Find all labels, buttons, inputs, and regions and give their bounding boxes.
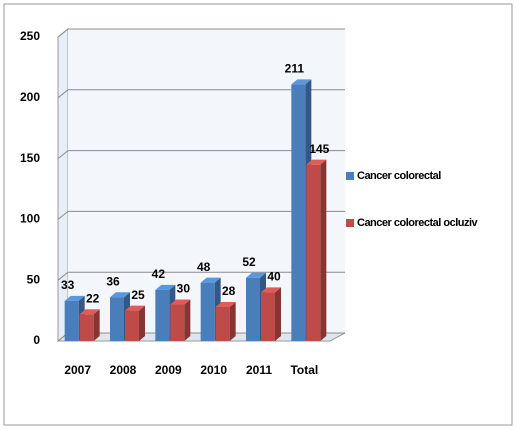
bar-top bbox=[306, 159, 327, 165]
data-label: 48 bbox=[197, 260, 211, 274]
legend-marker bbox=[346, 172, 354, 180]
grid-line bbox=[57, 150, 345, 159]
y-tick-label: 150 bbox=[20, 151, 40, 165]
bar-front bbox=[79, 314, 94, 341]
bar bbox=[215, 301, 236, 341]
back-wall bbox=[68, 29, 345, 333]
bar-front bbox=[170, 304, 185, 341]
bar-front bbox=[306, 164, 321, 341]
bar-top bbox=[291, 79, 312, 85]
bar-top bbox=[79, 309, 100, 315]
bar-top bbox=[155, 284, 176, 290]
bar-top bbox=[170, 299, 191, 305]
bar-side bbox=[320, 159, 327, 341]
data-label: 36 bbox=[106, 274, 120, 288]
bar-top bbox=[215, 301, 236, 307]
x-tick-label: 2011 bbox=[246, 363, 272, 377]
bar-front bbox=[200, 282, 215, 341]
bar-top bbox=[246, 272, 266, 278]
bar bbox=[170, 299, 191, 341]
x-tick-label: 2007 bbox=[64, 363, 91, 377]
x-tick-label: 2010 bbox=[200, 363, 227, 377]
bar-top bbox=[200, 277, 221, 283]
bar bbox=[79, 309, 100, 341]
grid-line bbox=[57, 28, 345, 38]
bar-front bbox=[155, 289, 170, 341]
data-label: 52 bbox=[242, 255, 256, 269]
side-wall bbox=[57, 27, 69, 343]
grid-line bbox=[57, 271, 345, 281]
data-label: 40 bbox=[267, 270, 281, 284]
bar-top bbox=[261, 287, 281, 293]
bar-top bbox=[125, 305, 145, 311]
bar-front bbox=[64, 300, 79, 341]
bar-side bbox=[275, 287, 281, 341]
y-tick-label: 100 bbox=[20, 212, 40, 226]
x-tick-label: Total bbox=[290, 363, 318, 377]
bar bbox=[261, 287, 281, 341]
data-label: 42 bbox=[152, 267, 166, 281]
data-label: 25 bbox=[131, 288, 145, 302]
bar-side bbox=[184, 299, 191, 341]
bar-front bbox=[215, 306, 230, 341]
bar bbox=[125, 305, 145, 341]
data-label: 22 bbox=[86, 291, 100, 305]
bar-side bbox=[139, 305, 145, 341]
x-tick-label: 2009 bbox=[155, 363, 182, 377]
bar-front bbox=[261, 292, 275, 341]
y-tick-label: 0 bbox=[33, 333, 40, 347]
bar-top bbox=[110, 292, 130, 298]
bar-front bbox=[110, 297, 124, 341]
grid-line bbox=[57, 89, 345, 99]
bar-top bbox=[64, 295, 85, 301]
bar-front bbox=[291, 84, 306, 341]
legend-label: Cancer colorectal ocluziv bbox=[357, 217, 479, 229]
data-label: 30 bbox=[177, 282, 191, 296]
legend-label: Cancer colorectal bbox=[357, 170, 441, 182]
x-tick-label: 2008 bbox=[110, 363, 137, 377]
grid-line bbox=[57, 210, 345, 220]
bar-side bbox=[93, 309, 100, 341]
legend-marker bbox=[346, 219, 354, 227]
bar-front bbox=[246, 277, 260, 341]
y-tick-label: 250 bbox=[20, 29, 40, 43]
y-tick-label: 50 bbox=[27, 272, 41, 286]
bar-side bbox=[229, 301, 236, 341]
data-label: 211 bbox=[285, 62, 305, 76]
y-tick-label: 200 bbox=[20, 90, 40, 104]
bar bbox=[306, 159, 327, 341]
data-label: 33 bbox=[61, 278, 75, 292]
data-label: 28 bbox=[222, 284, 236, 298]
bar-front bbox=[125, 310, 139, 341]
data-label: 145 bbox=[309, 142, 329, 156]
